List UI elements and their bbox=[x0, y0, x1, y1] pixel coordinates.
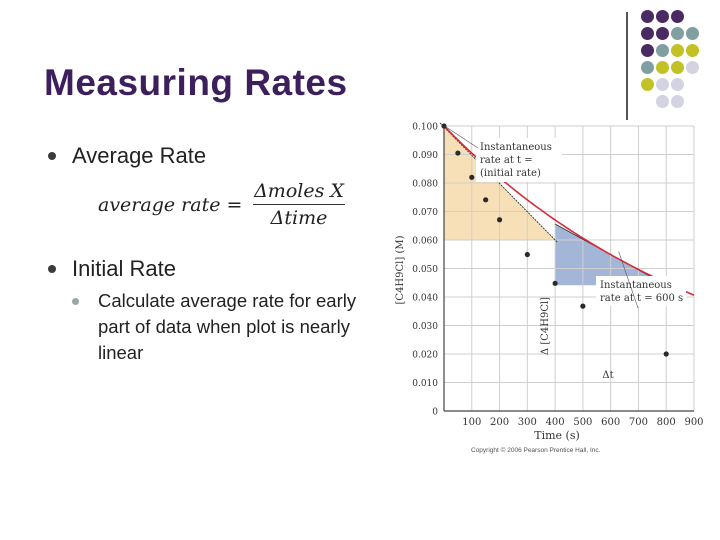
annotation-leader-t0 bbox=[445, 126, 479, 149]
annotation-text-t600: rate at t = 600 s bbox=[600, 293, 683, 304]
y-tick-label: 0.030 bbox=[412, 322, 438, 332]
x-tick-label: 900 bbox=[684, 417, 703, 428]
annotation-text-t0: Instantaneous bbox=[480, 142, 552, 153]
data-point bbox=[524, 251, 530, 258]
y-tick-label: 0.100 bbox=[412, 123, 438, 133]
delta-concentration-label: Δ [C4H9Cl] bbox=[540, 297, 551, 355]
y-tick-label: 0.050 bbox=[412, 265, 438, 275]
y-tick-label: 0.010 bbox=[412, 379, 438, 389]
decorative-dot bbox=[671, 61, 684, 74]
x-tick-label: 200 bbox=[490, 417, 509, 428]
decorative-dot bbox=[641, 44, 654, 57]
x-axis-label: Time (s) bbox=[534, 429, 580, 442]
decorative-dot bbox=[671, 78, 684, 91]
decorative-dot bbox=[656, 95, 669, 108]
annotation-text-t0: (initial rate) bbox=[480, 168, 541, 179]
decorative-dot bbox=[656, 61, 669, 74]
y-tick-label: 0.070 bbox=[412, 208, 438, 218]
y-tick-label: 0.020 bbox=[412, 351, 438, 361]
formula-denominator: Δtime bbox=[270, 207, 328, 229]
bullet-marker bbox=[48, 152, 56, 160]
decorative-dot bbox=[671, 44, 684, 57]
x-tick-label: 300 bbox=[518, 417, 537, 428]
concentration-time-chart: 0 0.010 0.020 0.030 0.040 0.050 0.060 0.070 0.08… bbox=[395, 122, 704, 455]
y-tick-label: 0.080 bbox=[412, 180, 438, 190]
decorative-dot bbox=[641, 61, 654, 74]
decorative-dot bbox=[656, 27, 669, 40]
y-axis-label: [C4H9Cl] (M) bbox=[395, 235, 406, 304]
annotation-text-t0: rate at t = bbox=[480, 155, 533, 166]
data-point bbox=[580, 303, 586, 309]
decorative-dot bbox=[671, 27, 684, 40]
data-point bbox=[469, 174, 475, 180]
data-point bbox=[483, 197, 489, 203]
sub-bullet-marker bbox=[72, 298, 79, 305]
bullet-initial-rate: Initial Rate bbox=[72, 256, 176, 281]
y-tick-label: 0.060 bbox=[412, 237, 438, 247]
decorative-dot bbox=[686, 44, 699, 57]
formula-numerator: Δmoles X bbox=[253, 180, 345, 205]
data-point bbox=[663, 351, 669, 357]
y-tick-label: 0 bbox=[432, 408, 438, 418]
copyright-text: Copyright © 2006 Pearson Prentice Hall, … bbox=[471, 446, 601, 454]
decorative-dot bbox=[656, 78, 669, 91]
tangent-line-t0 bbox=[439, 122, 558, 243]
annotation-leader-t600 bbox=[618, 251, 639, 309]
x-tick-label: 400 bbox=[546, 417, 565, 428]
formula-lhs: average rate = bbox=[98, 194, 243, 216]
annotation-box-t600 bbox=[596, 276, 686, 306]
x-tick-label: 500 bbox=[573, 417, 592, 428]
x-tick-label: 700 bbox=[629, 417, 648, 428]
data-point bbox=[552, 280, 558, 286]
data-point bbox=[496, 217, 503, 223]
sub-bullet-text: Calculate average rate for early part of… bbox=[98, 290, 357, 363]
bullet-marker bbox=[48, 265, 56, 273]
decorative-dot bbox=[686, 27, 699, 40]
bullet-average-rate: Average Rate bbox=[72, 143, 207, 168]
decorative-dot bbox=[656, 44, 669, 57]
delta-t-label: Δt bbox=[602, 370, 613, 381]
data-point bbox=[455, 150, 461, 156]
decorative-dot bbox=[671, 10, 684, 23]
x-tick-label: 100 bbox=[462, 417, 481, 428]
decorative-dot bbox=[686, 61, 699, 74]
decorative-dot bbox=[671, 95, 684, 108]
decorative-dot bbox=[641, 27, 654, 40]
slide-title: Measuring Rates bbox=[44, 62, 348, 103]
x-tick-label: 800 bbox=[657, 417, 676, 428]
y-tick-label: 0.040 bbox=[412, 294, 438, 304]
annotation-text-t600: Instantaneous bbox=[600, 280, 672, 291]
annotation-box-t0 bbox=[476, 138, 562, 182]
formula-fraction: Δmoles X Δtime bbox=[253, 180, 345, 229]
x-tick-label: 600 bbox=[601, 417, 620, 428]
y-tick-label: 0.090 bbox=[412, 151, 438, 161]
decorative-dot bbox=[656, 10, 669, 23]
decorative-divider bbox=[626, 12, 628, 120]
decorative-dot bbox=[641, 78, 654, 91]
decorative-dot bbox=[641, 10, 654, 23]
data-point bbox=[441, 123, 447, 129]
